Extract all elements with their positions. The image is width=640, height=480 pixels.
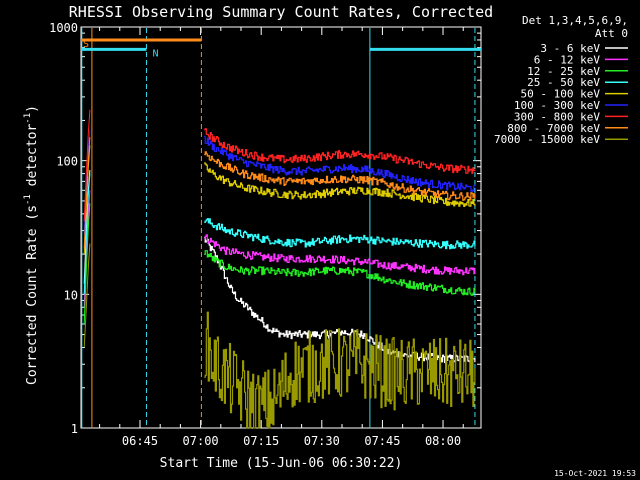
x-tick-label: 07:15 [243,434,279,448]
y-tick-label: 1 [71,422,78,436]
y-tick-label: 1000 [49,21,78,35]
series-trace [204,135,476,192]
legend-header-2: Att 0 [595,27,628,40]
legend-label: 300 - 800 keV [514,110,600,123]
x-tick-label: 07:00 [183,434,219,448]
legend-label: 12 - 25 keV [527,65,600,78]
series-trace [83,173,91,295]
timestamp: 15-Oct-2021 19:53 [554,469,636,478]
legend-label: 800 - 7000 keV [507,122,600,135]
y-axis-title: Corrected Count Rate (s-1 detector-1) [23,105,40,385]
series-trace [204,218,476,250]
flag-label: N [152,48,158,59]
chart-title: RHESSI Observing Summary Count Rates, Co… [69,3,493,21]
series-trace [83,129,91,235]
legend-label: 3 - 6 keV [540,42,600,55]
legend-label: 6 - 12 keV [534,53,601,66]
series-trace [204,234,476,276]
x-tick-label: 07:30 [304,434,340,448]
series-trace [83,190,91,308]
y-tick-label: 10 [64,288,78,302]
x-axis-title: Start Time (15-Jun-06 06:30:22) [160,456,403,471]
plot-frame [80,26,482,429]
series-trace [204,311,476,429]
series-trace [204,250,476,296]
legend-label: 7000 - 15000 keV [494,133,600,146]
series-trace [83,203,91,325]
flag-label: S [83,39,89,50]
legend-header-1: Det 1,3,4,5,6,9, [522,14,628,27]
series-trace [204,162,476,207]
legend-label: 25 - 50 keV [527,76,600,89]
series-trace [83,109,91,222]
series-trace [204,128,476,174]
series-trace [83,137,91,249]
y-tick-label: 100 [56,155,78,169]
legend-label: 50 - 100 keV [521,88,601,101]
legend-label: 100 - 300 keV [514,99,600,112]
series-trace [204,151,476,201]
x-tick-label: 07:45 [364,434,400,448]
series-trace [83,243,91,348]
x-tick-label: 08:00 [425,434,461,448]
x-tick-label: 06:45 [122,434,158,448]
